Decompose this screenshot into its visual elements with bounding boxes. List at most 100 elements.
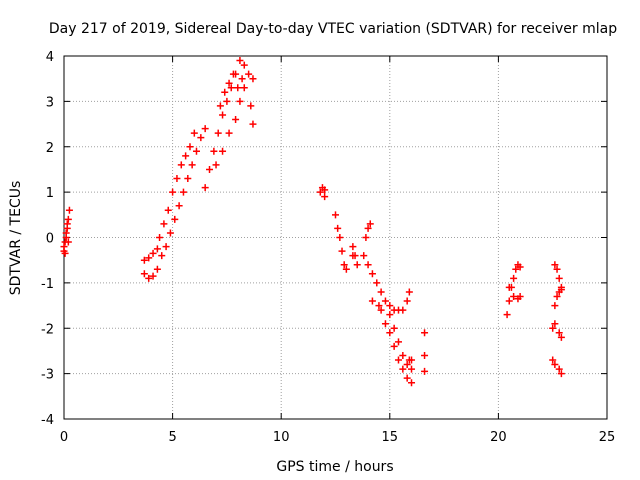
data-point xyxy=(206,165,214,173)
data-point xyxy=(201,125,209,133)
data-point xyxy=(192,147,200,155)
data-point xyxy=(340,261,348,269)
data-point xyxy=(421,329,429,337)
data-point xyxy=(247,102,255,110)
data-point xyxy=(236,97,244,105)
data-point xyxy=(225,79,233,87)
series-sat-b xyxy=(140,125,209,282)
data-point xyxy=(421,351,429,359)
series-sat-k xyxy=(549,261,565,378)
y-tick-label: 4 xyxy=(46,50,54,65)
data-point xyxy=(140,270,148,278)
y-tick-label: -1 xyxy=(41,277,54,292)
y-tick-label: -3 xyxy=(41,368,54,383)
series-sat-j xyxy=(503,261,524,319)
data-point xyxy=(64,238,72,246)
data-point xyxy=(551,361,559,369)
data-point xyxy=(381,297,389,305)
data-point xyxy=(65,206,73,214)
data-point xyxy=(353,261,361,269)
data-point xyxy=(164,206,172,214)
data-point xyxy=(225,129,233,137)
data-point xyxy=(405,288,413,296)
data-point xyxy=(394,356,402,364)
x-tick-label: 20 xyxy=(490,430,507,445)
data-points xyxy=(60,57,565,387)
data-point xyxy=(62,234,70,241)
data-point xyxy=(364,224,372,232)
data-point xyxy=(249,120,257,128)
data-point xyxy=(240,61,248,69)
data-point xyxy=(551,261,559,269)
data-point xyxy=(201,184,209,192)
data-point xyxy=(219,147,227,155)
data-point xyxy=(221,88,229,96)
data-point xyxy=(516,292,524,300)
data-point xyxy=(503,311,511,319)
data-point xyxy=(375,302,383,310)
series-sat-e xyxy=(316,184,329,201)
data-point xyxy=(249,75,257,83)
y-tick-label: 2 xyxy=(46,141,54,156)
data-point xyxy=(173,175,181,183)
data-point xyxy=(321,186,329,194)
y-tick-label: 0 xyxy=(46,232,54,247)
data-point xyxy=(366,220,374,228)
data-point xyxy=(184,175,192,183)
data-point xyxy=(145,254,153,262)
y-tick-label: -2 xyxy=(41,322,54,337)
data-point xyxy=(336,234,344,241)
data-point xyxy=(368,297,376,305)
data-point xyxy=(219,111,227,119)
data-point xyxy=(238,75,246,83)
data-point xyxy=(377,306,385,314)
data-point xyxy=(177,161,185,169)
data-point xyxy=(551,320,559,328)
data-point xyxy=(549,356,557,364)
data-point xyxy=(332,211,339,219)
data-point xyxy=(140,256,148,264)
data-point xyxy=(381,320,389,328)
data-point xyxy=(373,279,381,287)
data-point xyxy=(179,188,187,196)
data-point xyxy=(390,324,398,332)
data-point xyxy=(334,224,342,232)
data-point xyxy=(210,147,218,155)
data-point xyxy=(510,274,518,282)
data-point xyxy=(557,333,565,341)
data-point xyxy=(349,243,357,251)
data-point xyxy=(394,338,402,346)
data-point xyxy=(555,365,563,373)
data-point xyxy=(60,243,68,251)
data-point xyxy=(555,274,563,282)
y-tick-label: -4 xyxy=(41,413,54,428)
data-point xyxy=(399,306,407,314)
data-point xyxy=(390,342,398,350)
data-point xyxy=(149,249,157,257)
data-point xyxy=(399,365,407,373)
data-point xyxy=(362,234,370,241)
data-point xyxy=(403,297,411,305)
data-point xyxy=(190,129,198,137)
data-point xyxy=(512,265,520,273)
data-point xyxy=(386,302,394,310)
data-point xyxy=(232,116,240,124)
data-point xyxy=(408,379,416,387)
data-point xyxy=(386,329,394,337)
data-point xyxy=(153,245,161,253)
data-point xyxy=(162,243,170,251)
data-point xyxy=(403,374,411,382)
data-point xyxy=(186,143,194,151)
data-point xyxy=(551,302,559,310)
data-point xyxy=(166,229,174,237)
data-point xyxy=(349,252,357,260)
series-sat-i xyxy=(405,329,429,375)
data-point xyxy=(553,292,561,300)
series-sat-d xyxy=(201,57,257,192)
data-point xyxy=(197,134,205,142)
data-point xyxy=(171,215,179,223)
data-point xyxy=(321,193,329,201)
data-point xyxy=(63,220,71,228)
axis-ticks: 0 5 10 15 20 25 -4 -3 -2 -1 0 1 2 3 4 xyxy=(41,50,615,445)
